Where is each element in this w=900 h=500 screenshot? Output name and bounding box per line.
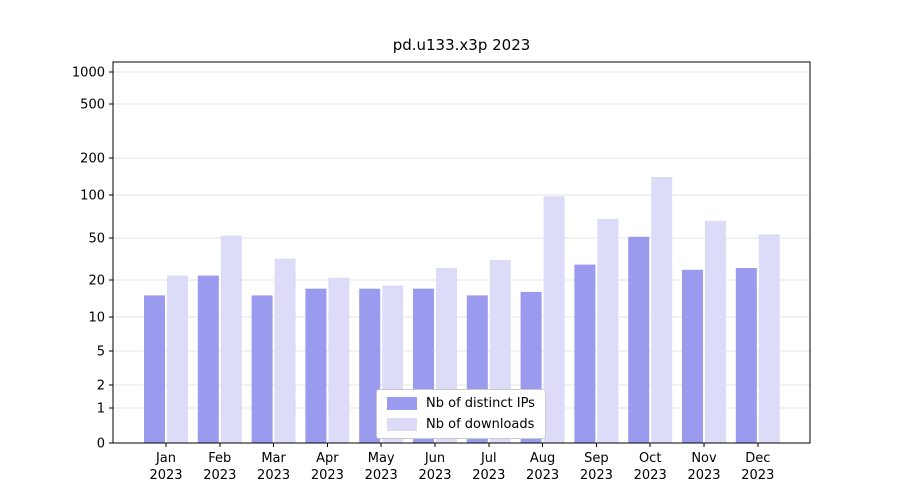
x-tick-month-label-jul: Jul <box>480 451 497 466</box>
x-tick-month-label-dec: Dec <box>745 451 770 466</box>
bar-nb-of-downloads-feb <box>220 235 242 443</box>
y-tick-label-200: 200 <box>80 152 105 167</box>
x-tick-year-label-feb: 2023 <box>203 468 236 483</box>
y-tick-label-1: 1 <box>97 402 105 417</box>
bar-nb-of-distinct-ips-sep <box>574 264 596 443</box>
x-tick-month-label-feb: Feb <box>208 451 231 466</box>
bar-nb-of-distinct-ips-nov <box>682 269 703 443</box>
chart-title: pd.u133.x3p 2023 <box>392 36 531 54</box>
x-tick-year-label-mar: 2023 <box>257 468 290 483</box>
x-tick-year-label-jan: 2023 <box>149 468 182 483</box>
bar-nb-of-distinct-ips-may <box>359 288 381 443</box>
x-tick-year-label-jul: 2023 <box>472 468 505 483</box>
bar-nb-of-distinct-ips-apr <box>305 288 327 443</box>
legend-label-downloads: Nb of downloads <box>426 417 535 432</box>
axes-frame <box>112 61 811 444</box>
x-tick-month-label-apr: Apr <box>316 451 339 466</box>
bar-nb-of-downloads-nov <box>705 220 726 443</box>
bar-nb-of-distinct-ips-oct <box>628 236 650 443</box>
legend: Nb of distinct IPs Nb of downloads <box>376 389 546 439</box>
bar-nb-of-downloads-oct <box>651 177 673 443</box>
bar-nb-of-distinct-ips-dec <box>735 268 757 443</box>
bar-nb-of-downloads-sep <box>597 218 619 443</box>
bar-nb-of-downloads-apr <box>328 277 350 443</box>
x-tick-month-label-oct: Oct <box>639 451 661 466</box>
x-tick-year-label-dec: 2023 <box>741 468 774 483</box>
x-tick-month-label-nov: Nov <box>691 451 717 466</box>
y-tick-label-50: 50 <box>88 232 105 247</box>
bar-nb-of-downloads-aug <box>543 196 565 443</box>
y-tick-label-5: 5 <box>97 345 105 360</box>
x-tick-month-label-sep: Sep <box>584 451 609 466</box>
x-tick-year-label-aug: 2023 <box>526 468 559 483</box>
x-tick-month-label-aug: Aug <box>530 451 555 466</box>
y-tick-label-0: 0 <box>97 437 105 452</box>
x-tick-year-label-may: 2023 <box>365 468 398 483</box>
bar-nb-of-downloads-dec <box>758 234 780 443</box>
bar-nb-of-downloads-jan <box>167 275 188 443</box>
bar-nb-of-distinct-ips-feb <box>197 275 219 443</box>
legend-item-distinct-ips: Nb of distinct IPs <box>387 397 535 410</box>
x-tick-year-label-sep: 2023 <box>580 468 613 483</box>
bar-nb-of-distinct-ips-jan <box>144 295 165 443</box>
x-tick-year-label-nov: 2023 <box>687 468 720 483</box>
legend-item-downloads: Nb of downloads <box>387 418 535 431</box>
x-tick-year-label-apr: 2023 <box>311 468 344 483</box>
x-tick-year-label-oct: 2023 <box>634 468 667 483</box>
legend-label-distinct-ips: Nb of distinct IPs <box>426 396 535 411</box>
y-tick-label-100: 100 <box>80 189 105 204</box>
x-tick-year-label-jun: 2023 <box>418 468 451 483</box>
legend-swatch-distinct-ips <box>387 397 417 410</box>
x-tick-month-label-may: May <box>368 451 395 466</box>
bar-nb-of-downloads-mar <box>274 258 296 443</box>
y-tick-label-10: 10 <box>88 311 105 326</box>
x-tick-month-label-jun: Jun <box>424 451 445 466</box>
y-tick-label-500: 500 <box>80 98 105 113</box>
legend-swatch-downloads <box>387 418 417 431</box>
y-tick-label-20: 20 <box>88 274 105 289</box>
bar-nb-of-distinct-ips-mar <box>251 295 273 443</box>
x-tick-month-label-mar: Mar <box>261 451 286 466</box>
y-tick-label-2: 2 <box>97 379 105 394</box>
y-tick-label-1000: 1000 <box>72 66 105 81</box>
x-tick-month-label-jan: Jan <box>155 451 176 466</box>
